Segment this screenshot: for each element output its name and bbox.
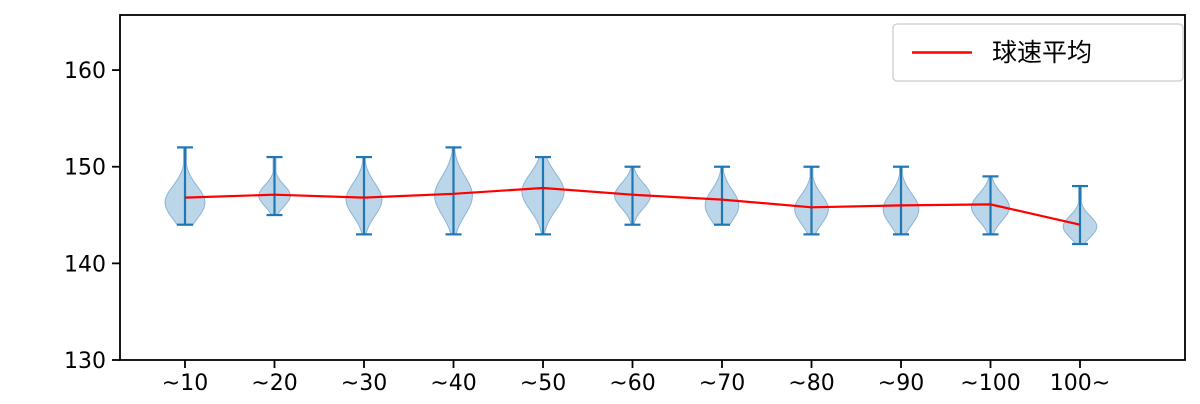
- x-tick-label: 100~: [1050, 371, 1110, 396]
- plot-border: [119, 14, 1186, 361]
- x-tick-label: ~100: [960, 371, 1020, 396]
- y-axis: 130 140 150 160: [64, 59, 120, 374]
- x-tick-label: ~80: [788, 371, 834, 396]
- x-tick-label: ~20: [251, 371, 297, 396]
- x-axis: ~10 ~20 ~30 ~40 ~50 ~60 ~70 ~80 ~90 ~100 100~: [162, 360, 1110, 396]
- violin-whiskers: [177, 146, 1088, 246]
- x-tick-label: ~40: [430, 371, 476, 396]
- legend-label: 球速平均: [992, 38, 1092, 67]
- y-tick-label: 150: [64, 156, 106, 181]
- x-tick-label: ~60: [609, 371, 655, 396]
- x-tick-label: ~70: [699, 371, 745, 396]
- x-tick-label: ~50: [520, 371, 566, 396]
- y-tick-label: 160: [64, 59, 106, 84]
- legend: 球速平均: [892, 23, 1184, 82]
- y-tick-label: 130: [64, 349, 106, 374]
- mean-line: [184, 186, 1081, 226]
- x-tick-label: ~30: [341, 371, 387, 396]
- x-tick-label: ~90: [878, 371, 924, 396]
- legend-box: [892, 23, 1184, 82]
- x-tick-label: ~10: [162, 371, 208, 396]
- y-tick-label: 140: [64, 252, 106, 277]
